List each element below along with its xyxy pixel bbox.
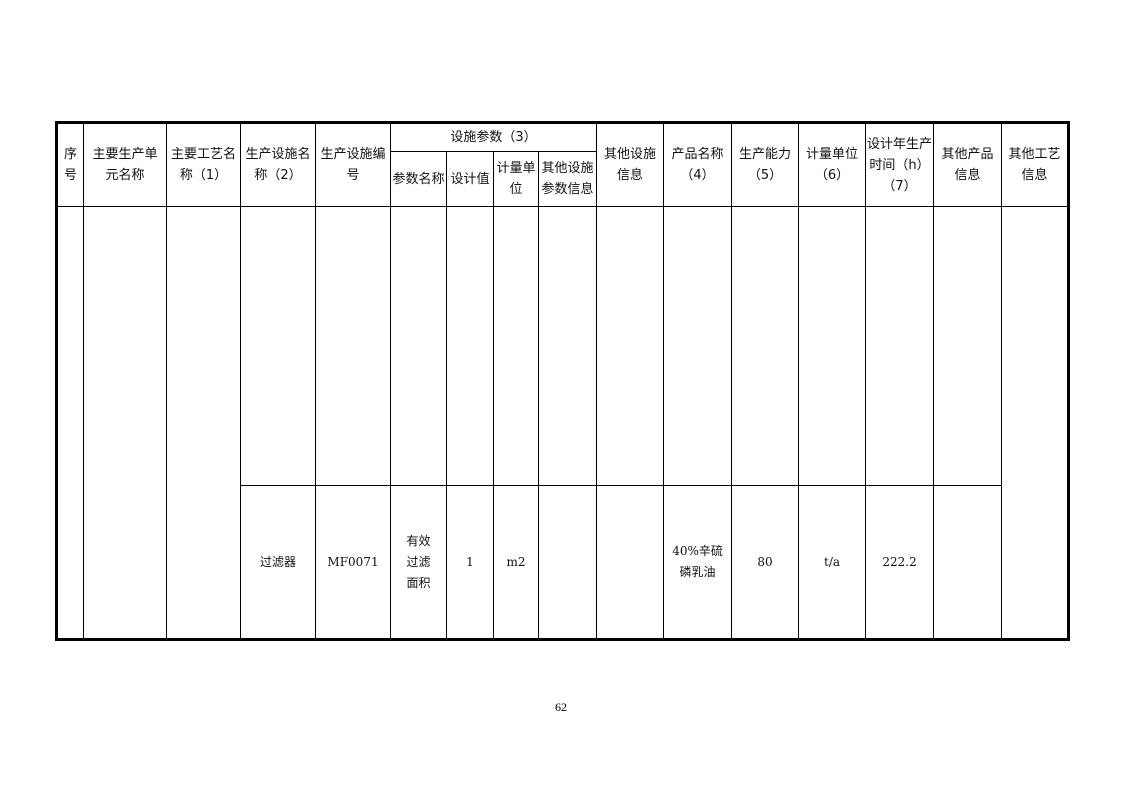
- header-process: 主要工艺名称（1）: [166, 122, 241, 207]
- header-other-product: 其他产品信息: [933, 122, 1003, 207]
- header-param-unit: 计量单位: [493, 151, 539, 207]
- cell-process: [166, 206, 241, 640]
- header-capacity: 生产能力（5）: [731, 122, 800, 207]
- cell-param-unit: m2: [493, 485, 539, 640]
- param-name-text: 有效过滤面积: [406, 533, 431, 590]
- cell-other-product: [933, 485, 1003, 640]
- header-other-facility: 其他设施信息: [596, 122, 665, 207]
- header-params-group: 设施参数（3）: [389, 122, 598, 152]
- cell-seq: [56, 206, 84, 640]
- cell-hours: [865, 206, 935, 486]
- header-capacity-unit: 计量单位（6）: [798, 122, 867, 207]
- cell-capacity-unit: [798, 206, 867, 486]
- cell-facility-name: 过滤器: [240, 485, 316, 640]
- header-design-value: 设计值: [446, 151, 494, 207]
- header-product: 产品名称（4）: [663, 122, 733, 207]
- cell-hours: 222.2: [865, 485, 935, 640]
- cell-other-facility: [596, 485, 665, 640]
- cell-design-value: [446, 206, 494, 486]
- facility-table: 序号 主要生产单元名称 主要工艺名称（1） 生产设施名称（2） 生产设施编号 设…: [55, 121, 1071, 641]
- cell-other-product: [933, 206, 1003, 486]
- cell-facility-name: [240, 206, 316, 486]
- header-unit: 主要生产单元名称: [83, 122, 167, 207]
- cell-product: [663, 206, 733, 486]
- cell-capacity: 80: [731, 485, 800, 640]
- cell-other-process: [1001, 206, 1070, 640]
- header-facility-code: 生产设施编号: [315, 122, 391, 207]
- header-param-name: 参数名称: [390, 151, 447, 207]
- cell-facility-code: [315, 206, 391, 486]
- cell-other-param: [537, 485, 598, 640]
- table-row: [56, 206, 1070, 640]
- cell-other-facility: [596, 206, 665, 486]
- cell-param-name: [390, 206, 447, 486]
- header-other-param: 其他设施参数信息: [537, 151, 598, 207]
- header-hours: 设计年生产时间（h）（7）: [865, 122, 935, 207]
- table-row: 过滤器 MF0071 有效过滤面积 1 m2 40%辛硫磷乳油 80 t/a 2…: [57, 485, 1069, 640]
- header-other-process: 其他工艺信息: [1001, 122, 1070, 207]
- cell-other-param: [537, 206, 598, 486]
- cell-capacity: [731, 206, 800, 486]
- cell-unit: [83, 206, 167, 640]
- cell-param-name: 有效过滤面积: [390, 485, 447, 640]
- cell-facility-code: MF0071: [315, 485, 391, 640]
- header-seq: 序号: [56, 122, 84, 207]
- header-facility-name: 生产设施名称（2）: [240, 122, 316, 207]
- cell-param-unit: [493, 206, 539, 486]
- cell-capacity-unit: t/a: [798, 485, 867, 640]
- page-number: 62: [555, 700, 567, 714]
- cell-product: 40%辛硫磷乳油: [663, 485, 733, 640]
- cell-design-value: 1: [446, 485, 494, 640]
